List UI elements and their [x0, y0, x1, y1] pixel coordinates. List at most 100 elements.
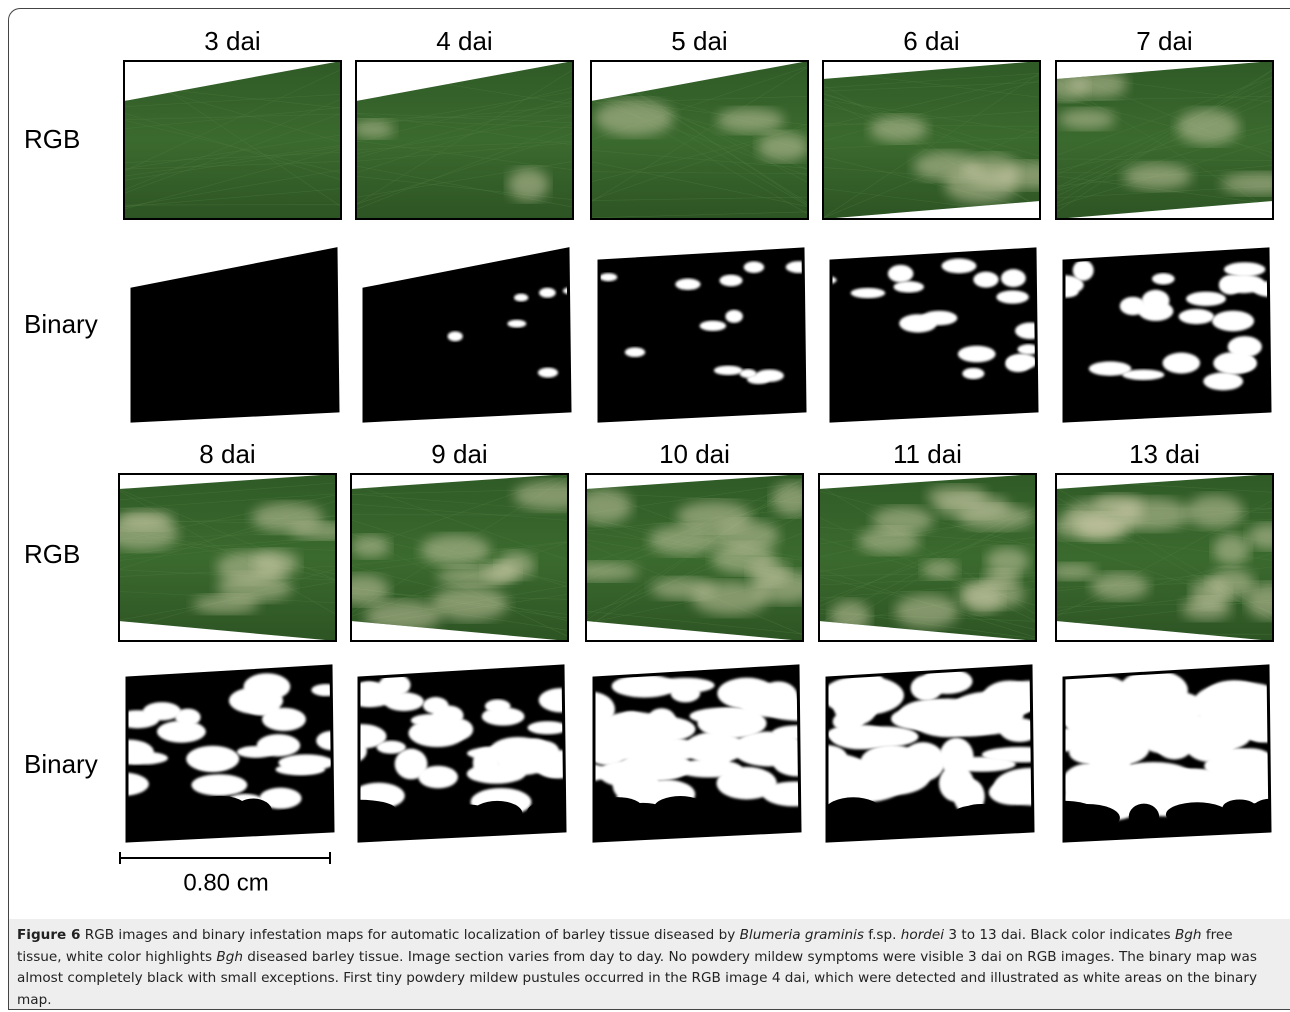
mildew	[564, 562, 638, 581]
caption-text: f.sp.	[864, 927, 901, 943]
rgb-image	[819, 474, 1036, 641]
infested	[625, 347, 645, 357]
infested	[467, 764, 526, 784]
infested	[714, 366, 743, 375]
caption-text: hordei	[901, 927, 944, 943]
infested	[996, 290, 1028, 303]
rgb-image	[337, 474, 591, 641]
infested	[939, 738, 973, 776]
infested	[851, 288, 886, 298]
binary-map	[810, 249, 1045, 421]
infested	[759, 681, 798, 712]
infested	[528, 721, 568, 734]
row-label: Binary	[24, 309, 98, 339]
infested	[341, 740, 366, 762]
infested	[740, 369, 757, 378]
infested	[563, 287, 581, 295]
healthy	[472, 801, 523, 827]
infested	[894, 281, 924, 292]
panel-title: 5 dai	[671, 26, 727, 56]
infested	[631, 716, 696, 741]
infested	[1005, 356, 1030, 372]
infested	[489, 737, 547, 766]
mildew	[420, 535, 490, 566]
mildew	[1247, 524, 1290, 550]
healthy	[1027, 801, 1095, 820]
binary-map	[591, 249, 812, 421]
map	[95, 666, 348, 841]
row-label: Binary	[24, 749, 98, 779]
infested	[676, 759, 742, 777]
mildew	[1213, 534, 1250, 565]
panel-title: 7 dai	[1136, 26, 1192, 56]
map-bg	[591, 249, 808, 421]
caption-text: RGB images and binary infestation maps f…	[80, 927, 739, 943]
infested	[1186, 292, 1226, 306]
infested	[1038, 678, 1122, 694]
leaf	[564, 474, 818, 641]
mildew	[712, 544, 776, 574]
infested	[514, 294, 528, 302]
mildew	[758, 133, 809, 161]
infested	[1155, 727, 1193, 759]
map	[1026, 666, 1290, 841]
infested	[116, 710, 160, 728]
infested	[276, 764, 325, 776]
infested	[810, 275, 837, 285]
map	[1043, 249, 1290, 421]
infested	[671, 685, 701, 703]
infested	[973, 272, 998, 288]
mildew	[351, 535, 390, 557]
infested	[1152, 273, 1175, 284]
mildew	[1176, 109, 1239, 144]
infested	[194, 752, 219, 768]
infested	[1132, 691, 1206, 724]
rgb-image	[105, 474, 369, 641]
infested	[377, 741, 406, 754]
binary-map	[320, 666, 586, 841]
map	[356, 249, 581, 421]
healthy	[261, 809, 341, 830]
binary-map	[1026, 666, 1290, 841]
infested	[485, 699, 511, 712]
healthy	[108, 806, 160, 820]
caption-label: Figure 6	[17, 927, 80, 943]
mildew	[895, 595, 959, 628]
healthy	[668, 815, 721, 834]
infested	[599, 761, 641, 786]
mildew	[958, 581, 1024, 609]
leaf	[1048, 61, 1290, 219]
healthy	[1166, 802, 1229, 826]
map-bg	[124, 249, 341, 421]
leaf	[1048, 474, 1290, 641]
infested	[311, 684, 340, 696]
infested	[418, 766, 458, 789]
mildew	[337, 575, 389, 605]
panel-title: 3 dai	[204, 26, 260, 56]
leaf	[823, 61, 1064, 219]
infested	[191, 774, 247, 796]
infested	[157, 721, 206, 743]
infested	[958, 346, 996, 363]
mildew	[1058, 109, 1115, 130]
caption: Figure 6 RGB images and binary infestati…	[9, 919, 1290, 1009]
mildew	[935, 494, 1010, 518]
infested	[725, 310, 742, 323]
mildew	[872, 507, 933, 534]
binary-map	[124, 249, 341, 421]
infested	[1195, 682, 1287, 718]
infested	[539, 288, 556, 298]
infested	[744, 261, 764, 273]
figure: RGBBinary3 dai4 dai5 dai6 dai7 daiRGBBin…	[9, 9, 1290, 919]
binary-map	[563, 666, 835, 841]
healthy	[1129, 804, 1159, 830]
leaf	[337, 474, 591, 641]
panel-title: 11 dai	[893, 439, 962, 469]
panel-title: 8 dai	[199, 439, 255, 469]
rgb-image	[1048, 61, 1290, 219]
mildew	[1186, 495, 1243, 528]
panel-title: 4 dai	[436, 26, 492, 56]
rgb-image	[591, 61, 809, 219]
infested	[675, 279, 700, 290]
